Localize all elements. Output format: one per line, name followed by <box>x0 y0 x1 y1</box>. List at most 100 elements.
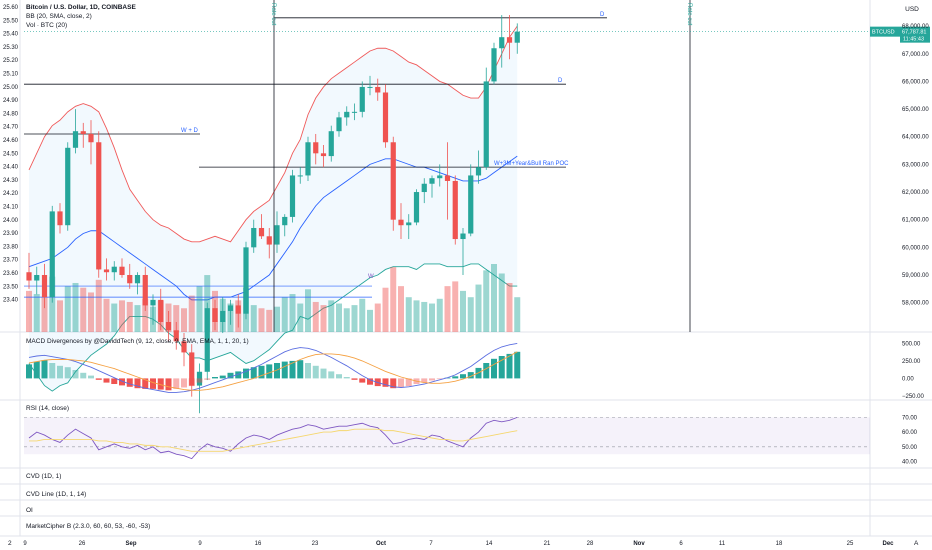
macd-pane-label[interactable]: MACD Divergences by @DaviddTech (9, 12, … <box>26 338 249 345</box>
macd-line <box>29 343 517 392</box>
volume-bar <box>274 307 280 332</box>
currency-button[interactable]: USD <box>898 4 926 16</box>
candle-body <box>468 175 473 233</box>
left-axis-tick: 24.20 <box>3 191 19 197</box>
rsi-axis-tick: 70.00 <box>902 415 918 421</box>
x-axis-tick: 14 <box>486 541 493 547</box>
macd-histogram-bar <box>344 377 350 378</box>
macd-histogram-bar <box>313 366 319 379</box>
right-axis-tick: 62,000.00 <box>902 190 929 196</box>
candle-body <box>298 175 303 176</box>
volume-bar <box>421 302 427 332</box>
right-axis-tick: 63,000.00 <box>902 162 929 168</box>
macd-histogram-bar <box>111 378 117 384</box>
macd-histogram-bar <box>266 364 272 378</box>
left-axis-tick: 25.00 <box>3 85 19 91</box>
bb-legend[interactable]: BB (20, SMA, close, 2) <box>26 13 92 20</box>
symbol-legend[interactable]: Bitcoin / U.S. Dollar, 1D, COINBASE <box>26 4 136 11</box>
volume-bar <box>359 299 365 332</box>
left-axis-tick: 23.50 <box>3 284 19 290</box>
candle-body <box>499 37 504 48</box>
volume-bar <box>468 297 474 332</box>
rsi-pane <box>24 417 870 458</box>
last-price-symbol: BTCUSD <box>872 30 895 36</box>
candle-body <box>391 142 396 219</box>
last-price-value: 67,787.81 <box>902 30 926 36</box>
macd-pane <box>26 343 520 392</box>
volume-bar <box>406 297 412 332</box>
volume-legend[interactable]: Vol · BTC (20) <box>26 22 67 29</box>
volume-bar <box>189 296 195 332</box>
volume-bar <box>336 304 342 332</box>
volume-bar <box>34 294 40 332</box>
candle-body <box>290 175 295 216</box>
macd-histogram-bar <box>429 378 435 380</box>
volume-bar <box>452 281 458 332</box>
candle-body <box>313 142 318 153</box>
macd-histogram-bar <box>359 378 365 382</box>
candle-body <box>305 142 310 175</box>
oi-pane-label[interactable]: OI <box>26 507 33 514</box>
candle-body <box>112 267 117 273</box>
candle-body <box>445 175 450 181</box>
left-axis-tick: 25.40 <box>3 32 19 38</box>
marketcipher-pane-label[interactable]: MarketCipher B (2.3.0, 60, 60, 53, -60, … <box>26 523 150 530</box>
drawing-w-d-label: W + D <box>181 128 199 134</box>
volume-bar <box>460 291 466 332</box>
x-axis-tick: 9 <box>198 541 202 547</box>
candle-body <box>274 225 279 244</box>
volume-bar <box>445 286 451 332</box>
left-axis-tick: 24.80 <box>3 111 19 117</box>
macd-histogram-bar <box>73 370 79 378</box>
volume-bar <box>344 308 350 332</box>
x-axis-tick: 11 <box>719 541 726 547</box>
macd-histogram-bar <box>336 374 342 378</box>
candle-body <box>26 272 31 280</box>
rsi-axis-tick: 60.00 <box>902 430 918 436</box>
x-axis-tick: 6 <box>679 541 683 547</box>
left-axis-tick: 24.40 <box>3 165 19 171</box>
page-number[interactable]: 2 <box>8 540 12 547</box>
macd-histogram-bar <box>305 363 311 378</box>
candle-body <box>150 300 155 306</box>
macd-histogram-bar <box>297 360 303 378</box>
left-axis-tick: 24.10 <box>3 205 19 211</box>
right-axis-tick: 67,000.00 <box>902 52 929 58</box>
right-axis-tick: 59,000.00 <box>902 273 929 279</box>
rsi-axis-tick: 40.00 <box>902 460 918 466</box>
left-axis-tick: 25.20 <box>3 58 19 64</box>
macd-histogram-bar <box>181 378 187 387</box>
volume-bar <box>282 297 288 332</box>
candle-body <box>367 87 372 88</box>
volume-bar <box>80 288 86 332</box>
macd-histogram-bar <box>212 377 218 378</box>
volume-bar <box>375 304 381 332</box>
bollinger-bands <box>29 26 517 391</box>
macd-histogram-bar <box>150 378 156 389</box>
candle-body <box>476 167 481 175</box>
volume-bar <box>499 273 505 332</box>
rate-cut-label: Rate cut <box>270 3 276 26</box>
candle-body <box>119 267 124 275</box>
candle-body <box>104 269 109 272</box>
x-axis-tick: Sep <box>125 541 136 547</box>
volume-bar <box>321 305 327 332</box>
macd-histogram-bar <box>34 362 40 379</box>
rsi-axis-tick: 50.00 <box>902 445 918 451</box>
volume-bar <box>135 305 141 332</box>
candle-body <box>329 131 334 156</box>
volume-bar <box>313 302 319 332</box>
candle-body <box>375 87 380 93</box>
cvd-line-pane-label[interactable]: CVD Line (1D, 1, 14) <box>26 491 86 498</box>
auto-scale-toggle[interactable]: A <box>914 540 918 547</box>
candle-body <box>352 112 357 113</box>
candle-body <box>65 148 70 225</box>
candle-body <box>360 87 365 112</box>
volume-bar <box>57 300 63 332</box>
macd-histogram-bar <box>220 376 226 379</box>
candle-body <box>220 311 225 322</box>
left-axis-tick: 24.50 <box>3 151 19 157</box>
cvd-pane-label[interactable]: CVD (1D, 1) <box>26 473 61 480</box>
rsi-pane-label[interactable]: RSI (14, close) <box>26 405 69 412</box>
